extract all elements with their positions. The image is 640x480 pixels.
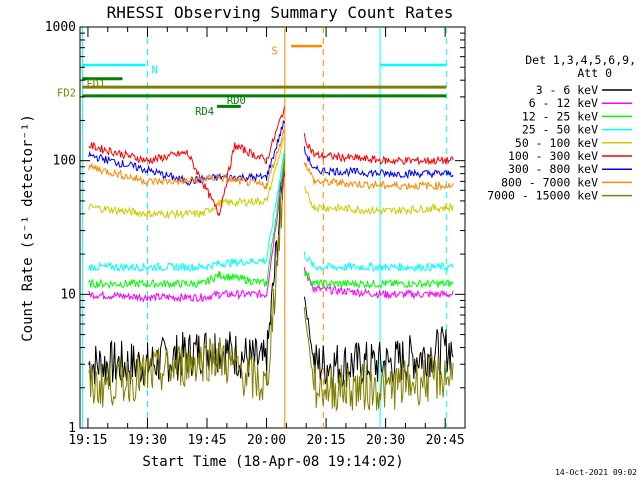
annotation-fd1: FD1	[86, 78, 105, 90]
series-line	[88, 128, 454, 191]
series-layer	[88, 106, 454, 412]
x-tick-label: 19:15	[68, 433, 107, 448]
x-tick-label: 20:30	[366, 433, 405, 448]
series-line	[88, 106, 454, 217]
annotation-layer: N S FD1 FD2 RD0 RD4	[57, 27, 447, 428]
legend-label: 25 - 50 keV	[522, 123, 598, 137]
annotation-n: N	[151, 64, 157, 76]
legend-label: 100 - 300 keV	[508, 149, 598, 163]
legend-label: 3 - 6 keV	[536, 83, 598, 97]
series-line	[88, 137, 454, 220]
legend-label: 50 - 100 keV	[515, 136, 598, 150]
x-tick-label: 19:45	[187, 433, 226, 448]
footer-timestamp: 14-Oct-2021 09:02	[555, 468, 637, 477]
x-tick-label: 20:00	[247, 433, 286, 448]
x-tick-label: 20:45	[426, 433, 465, 448]
y-tick-label: 1	[68, 421, 76, 436]
legend-header-line1: Det 1,3,4,5,6,9,	[525, 53, 636, 67]
annotation-rd0: RD0	[227, 95, 246, 107]
x-axis-label: Start Time (18-Apr-08 19:14:02)	[142, 454, 403, 470]
y-axis-label: Count Rate (s⁻¹ detector⁻¹)	[20, 114, 36, 342]
chart-title: RHESSI Observing Summary Count Rates	[107, 3, 454, 22]
x-tick-label: 20:15	[307, 433, 346, 448]
legend-label: 7000 - 15000 keV	[487, 189, 598, 203]
y-tick-label: 100	[53, 154, 76, 169]
legend-label: 800 - 7000 keV	[501, 175, 598, 189]
x-tick-label: 19:30	[128, 433, 167, 448]
annotation-fd2: FD2	[57, 87, 76, 99]
annotation-rd4: RD4	[195, 106, 214, 118]
legend-header-line2: Att 0	[577, 66, 612, 80]
legend-label: 12 - 25 keV	[522, 109, 598, 123]
axes-layer: 19:15 19:30 19:45 20:00 20:15 20:30 20:45 1 10 10…	[45, 20, 465, 448]
series-line	[88, 157, 454, 303]
y-tick-label: 1000	[45, 20, 76, 35]
plot-frame	[79, 26, 466, 429]
series-line	[88, 154, 454, 289]
series-line	[88, 149, 454, 273]
series-line	[88, 159, 454, 412]
annotation-s: S	[271, 45, 277, 57]
legend-label: 300 - 800 keV	[508, 162, 598, 176]
series-line	[88, 120, 454, 187]
legend-label: 6 - 12 keV	[529, 96, 598, 110]
y-tick-label: 10	[60, 287, 76, 302]
